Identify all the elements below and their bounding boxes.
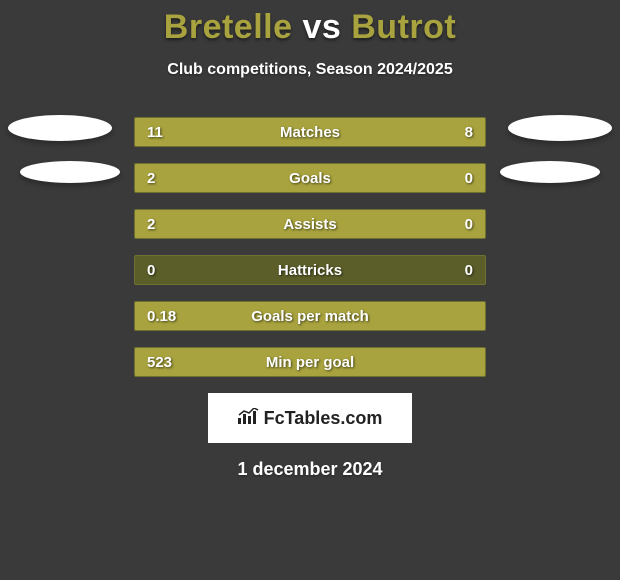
chart-icon bbox=[238, 408, 260, 429]
stat-val-right: 0 bbox=[465, 164, 473, 192]
player1-badge-bottom bbox=[20, 161, 120, 183]
stat-label: Assists bbox=[135, 210, 485, 238]
stat-val-right: 8 bbox=[465, 118, 473, 146]
comparison-card: Bretelle vs Butrot Club competitions, Se… bbox=[0, 0, 620, 580]
stat-label: Hattricks bbox=[135, 256, 485, 284]
stat-row-assists: 2 Assists 0 bbox=[134, 209, 486, 239]
stat-val-right: 0 bbox=[465, 210, 473, 238]
logo: FcTables.com bbox=[238, 408, 383, 429]
logo-text: FcTables.com bbox=[264, 408, 383, 429]
stat-label: Goals bbox=[135, 164, 485, 192]
player2-name: Butrot bbox=[351, 8, 456, 46]
stats-area: 11 Matches 8 2 Goals 0 2 Assists 0 bbox=[0, 117, 620, 480]
subtitle: Club competitions, Season 2024/2025 bbox=[0, 61, 620, 79]
player2-badge-bottom bbox=[500, 161, 600, 183]
stat-val-right: 0 bbox=[465, 256, 473, 284]
logo-box: FcTables.com bbox=[208, 393, 412, 443]
stat-row-goals-per-match: 0.18 Goals per match bbox=[134, 301, 486, 331]
stat-label: Min per goal bbox=[135, 348, 485, 376]
vs-label: vs bbox=[302, 8, 341, 46]
date-label: 1 december 2024 bbox=[0, 459, 620, 480]
stat-label: Goals per match bbox=[135, 302, 485, 330]
page-title: Bretelle vs Butrot bbox=[0, 0, 620, 47]
player2-badge-top bbox=[508, 115, 612, 141]
stat-row-matches: 11 Matches 8 bbox=[134, 117, 486, 147]
stat-label: Matches bbox=[135, 118, 485, 146]
stat-row-min-per-goal: 523 Min per goal bbox=[134, 347, 486, 377]
stat-bars: 11 Matches 8 2 Goals 0 2 Assists 0 bbox=[134, 117, 486, 377]
stat-row-goals: 2 Goals 0 bbox=[134, 163, 486, 193]
player1-name: Bretelle bbox=[164, 8, 293, 46]
stat-row-hattricks: 0 Hattricks 0 bbox=[134, 255, 486, 285]
player1-badge-top bbox=[8, 115, 112, 141]
